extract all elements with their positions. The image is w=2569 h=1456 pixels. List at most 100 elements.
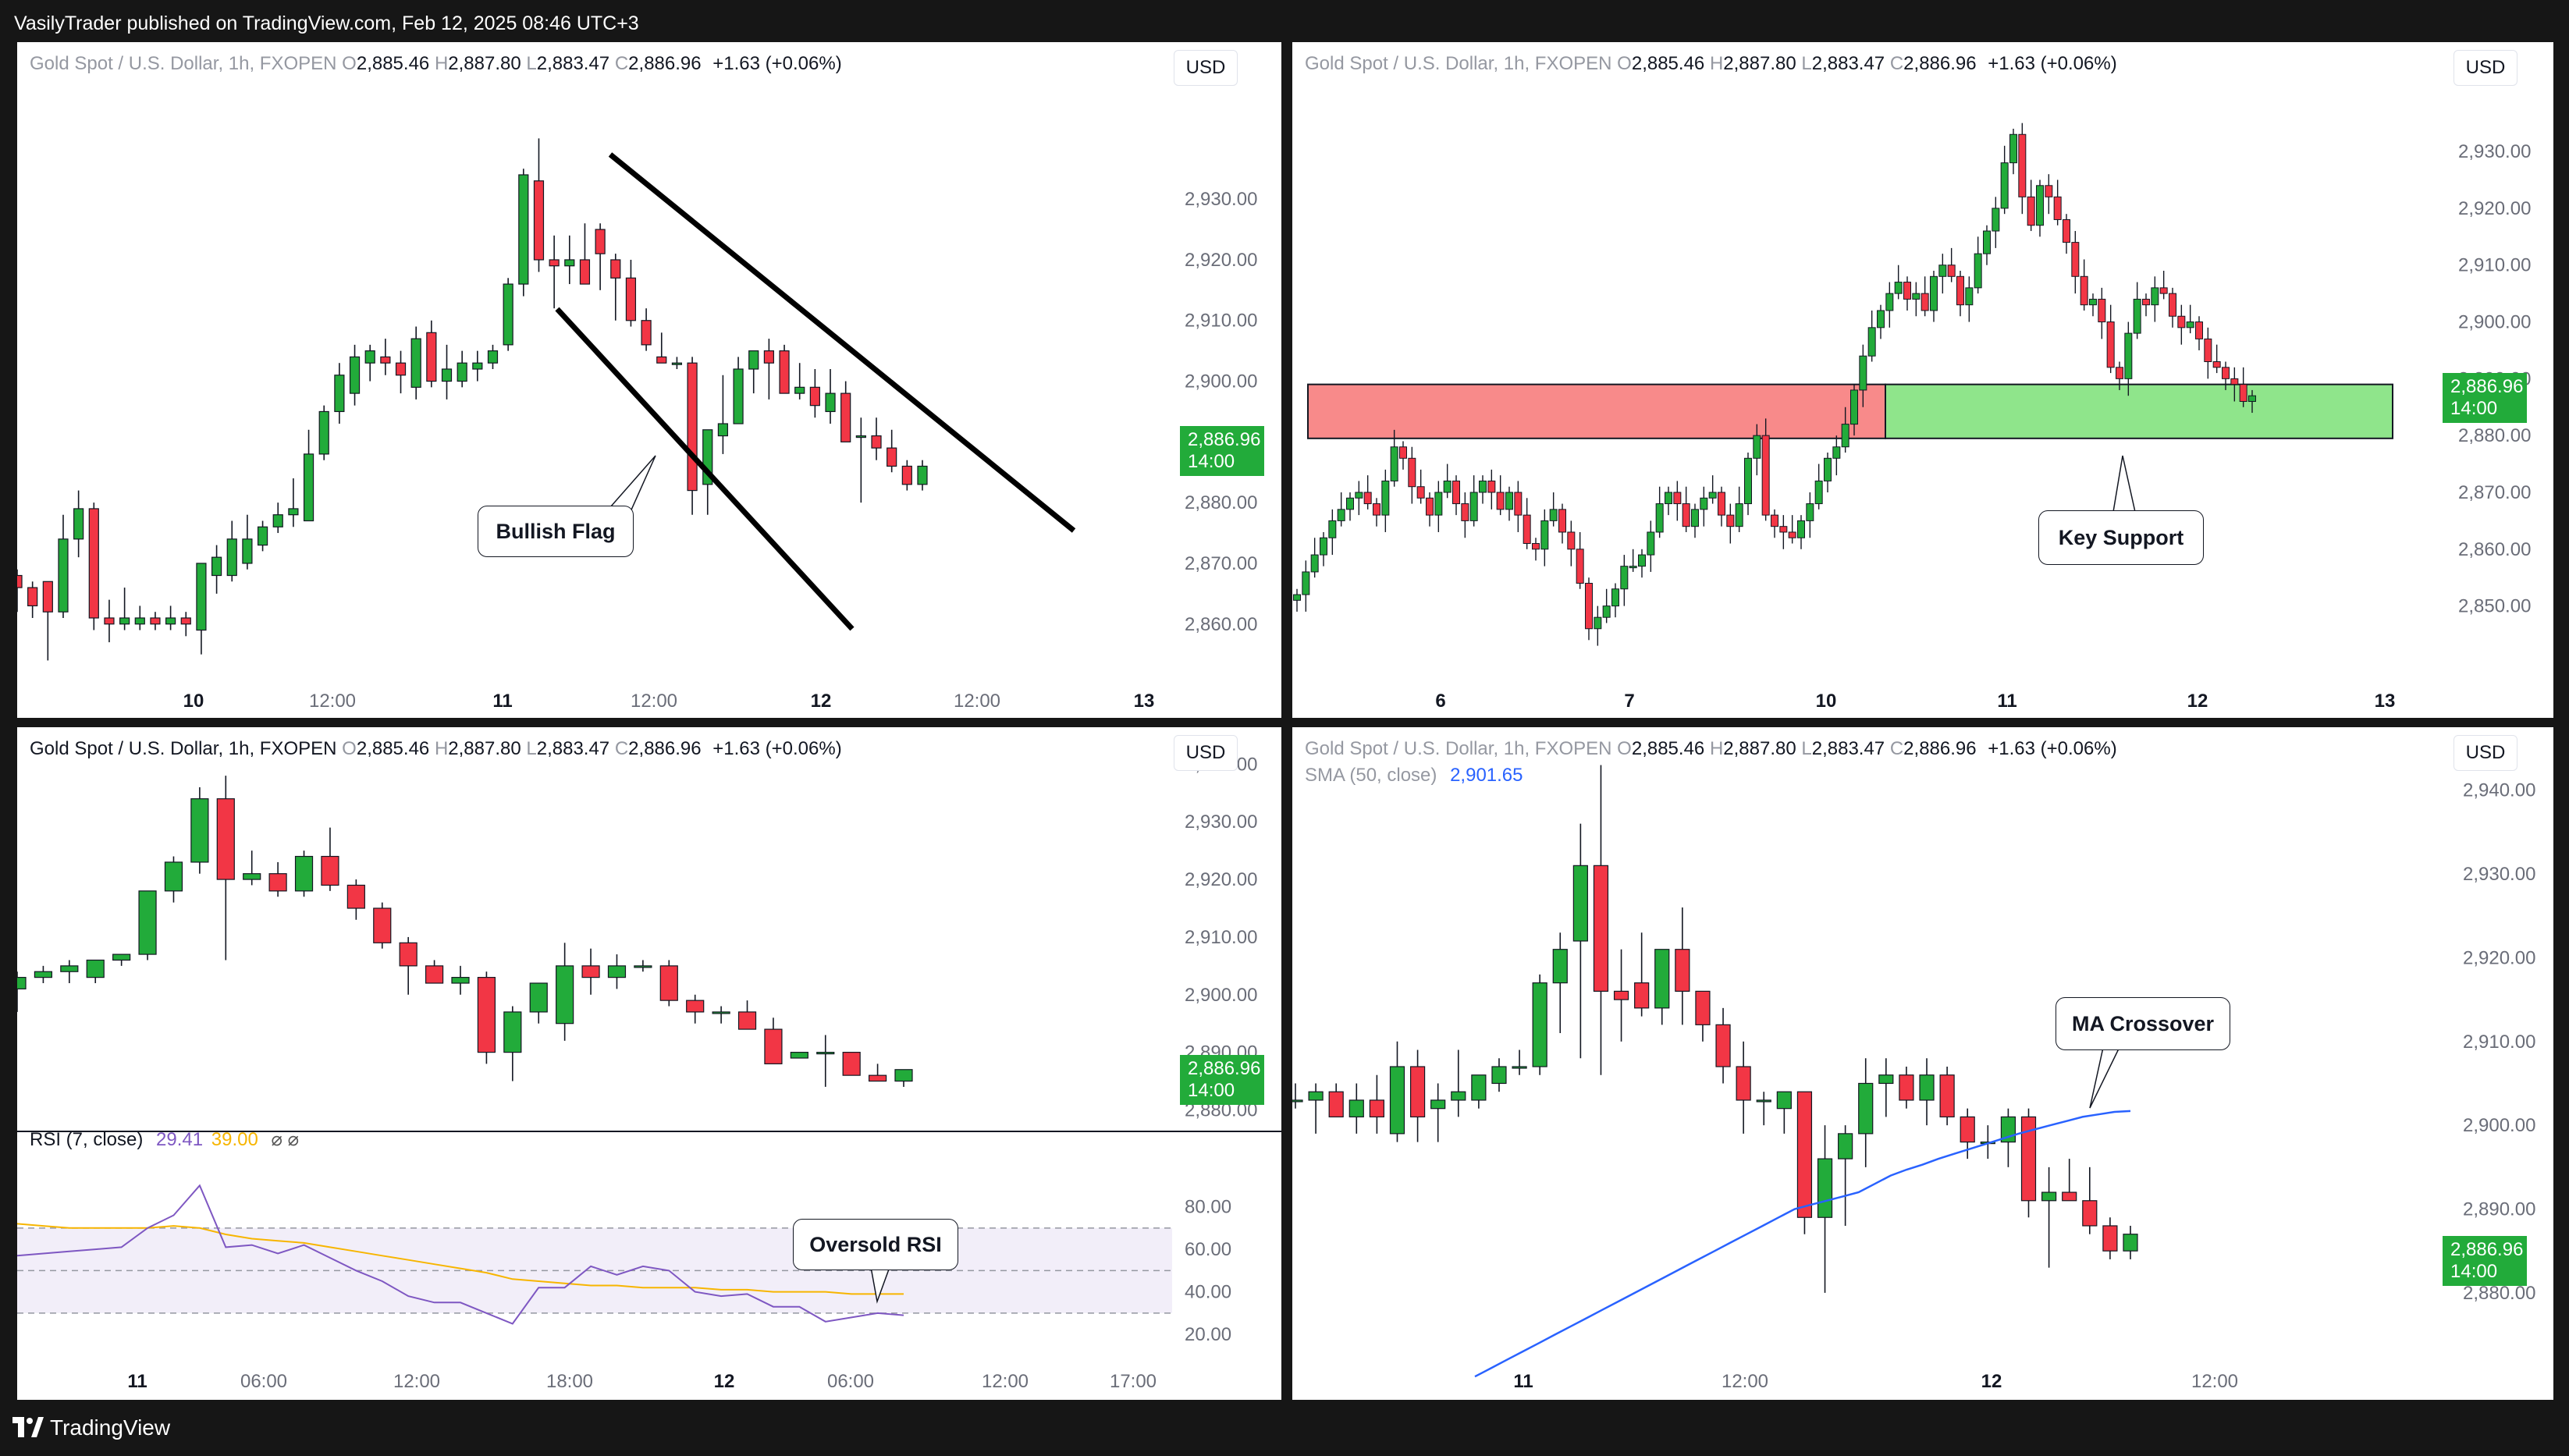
chart-panel-bottom-left[interactable]: 2,940.002,930.002,920.002,910.002,900.00… [17,727,1281,1400]
high-label: H [1709,738,1724,759]
sma-value: 2,901.65 [1450,765,1523,786]
currency-button[interactable]: USD [2454,50,2517,86]
y-tick-label: 2,920.00 [1185,250,1257,271]
oversold-rsi-callout[interactable]: Oversold RSI [793,1219,958,1270]
tl-candle [748,350,759,370]
candlestick-chart-top-right[interactable]: 2,930.002,920.002,910.002,900.002,890.00… [1292,42,2553,718]
bl-candle [894,1069,913,1082]
ohlc-legend: Gold Spot / U.S. Dollar, 1h, FXOPEN O2,8… [1305,738,2117,760]
change-value: +1.63 (+0.06%) [712,53,842,74]
x-tick-label: 12:00 [2191,1371,2238,1392]
br-candle [1715,1024,1731,1067]
currency-button[interactable]: USD [2454,735,2517,771]
currency-button[interactable]: USD [1174,735,1238,771]
tr-candle [1638,554,1646,567]
chart-panel-top-left[interactable]: 2,930.002,920.002,910.002,900.002,890.00… [17,42,1281,718]
tr-candle [1337,509,1345,521]
tr-candle [1665,492,1672,505]
bullish-flag-callout[interactable]: Bullish Flag [478,506,634,557]
tl-candle [58,538,69,613]
tr-candle [1894,282,1903,294]
callout-pointer [2089,1043,2123,1109]
tr-candle [1540,520,1549,550]
last-price: 2,886.96 [2450,376,2524,397]
close-label: C [1889,738,1904,759]
rsi-visibility-icons[interactable]: ⌀ ⌀ [271,1129,300,1150]
tr-candle [1505,492,1513,510]
tl-candle [410,338,421,388]
y-tick-label: 2,890.00 [2463,1199,2535,1220]
currency-button[interactable]: USD [1174,50,1238,86]
bl-candle [816,1052,835,1055]
y-tick-label: 2,940.00 [2463,780,2535,801]
tr-candle [1682,503,1690,527]
bl-candle [607,965,627,978]
ma-crossover-callout[interactable]: MA Crossover [2056,997,2230,1050]
x-tick-label: 12 [1981,1371,2002,1392]
rsi-line [17,1184,904,1325]
close-label: C [1889,53,1904,74]
tr-candle [1426,497,1434,516]
high-label: H [1709,53,1724,74]
chart-panel-top-right[interactable]: 2,930.002,920.002,910.002,900.002,890.00… [1292,42,2553,718]
low-value: 2,883.47 [1811,53,1885,74]
bl-candle [764,1028,783,1064]
tl-candle [825,392,836,413]
low-value: 2,883.47 [536,53,610,74]
tl-candle [288,508,299,516]
tr-candle [1302,571,1310,595]
bl-candle [321,855,339,886]
x-tick-label: 12:00 [1722,1371,1768,1392]
y-tick-label: 2,910.00 [2463,1032,2535,1053]
tr-candle [1310,554,1319,573]
tr-candle [1771,514,1778,527]
key-support-callout[interactable]: Key Support [2038,510,2204,565]
tr-candle [1930,275,1938,311]
tr-candle [2133,298,2141,334]
y-tick-label: 2,930.00 [2458,141,2531,162]
candlestick-chart-top-left[interactable]: 2,930.002,920.002,910.002,900.002,890.00… [17,42,1281,718]
bl-candle [868,1074,887,1082]
tr-candle [1461,503,1469,521]
br-candle [1430,1099,1446,1110]
tr-candle [1814,480,1823,505]
x-tick-label: 12:00 [954,691,1000,712]
candlestick-rsi-chart-bottom-left[interactable]: 2,940.002,930.002,920.002,910.002,900.00… [17,727,1281,1400]
br-candle [1675,949,1690,992]
close-value: 2,886.96 [1903,738,1977,759]
tr-candle [1452,480,1460,505]
last-price-tag: 2,886.96 14:00 [1180,426,1264,476]
tl-candle [656,356,667,364]
tr-candle [2186,321,2194,328]
last-price-tag: 2,886.96 14:00 [2443,1236,2527,1286]
br-candle [1308,1091,1324,1101]
br-candle [2082,1200,2098,1227]
symbol-label: Gold Spot / U.S. Dollar, 1h, FXOPEN [1305,53,1612,74]
bl-candle [790,1052,808,1059]
br-candle [1471,1074,1487,1101]
tr-candle [2230,378,2239,385]
tl-candle [794,386,805,394]
x-tick-label: 12:00 [982,1371,1029,1392]
tl-candle [196,563,207,631]
tr-candle [2071,242,2080,277]
chart-panel-bottom-right[interactable]: 2,940.00 2,930.00 2,920.00 2,910.00 2,900.00… [1292,727,2553,1400]
tl-candle [671,362,683,365]
tl-candle [73,508,84,540]
tl-candle [779,350,790,394]
tr-candle [1523,514,1531,545]
y-tick-label: 2,900.00 [2463,1115,2535,1136]
tl-candle [887,447,897,467]
tr-candle [1328,520,1337,538]
bl-candle [659,965,678,1001]
tl-candle [533,180,545,261]
x-tick-label: 6 [1435,691,1445,712]
candlestick-ma-chart-bottom-right[interactable]: 2,940.00 2,930.00 2,920.00 2,910.00 2,900.00… [1292,727,2553,1400]
tr-candle [1363,492,1372,505]
bl-candle [712,1011,730,1014]
tr-candle [2009,133,2017,164]
tr-candle [2116,367,2123,379]
x-tick-label: 06:00 [240,1371,287,1392]
tr-candle [2124,332,2133,379]
rsi-label: RSI (7, close) [30,1129,144,1150]
